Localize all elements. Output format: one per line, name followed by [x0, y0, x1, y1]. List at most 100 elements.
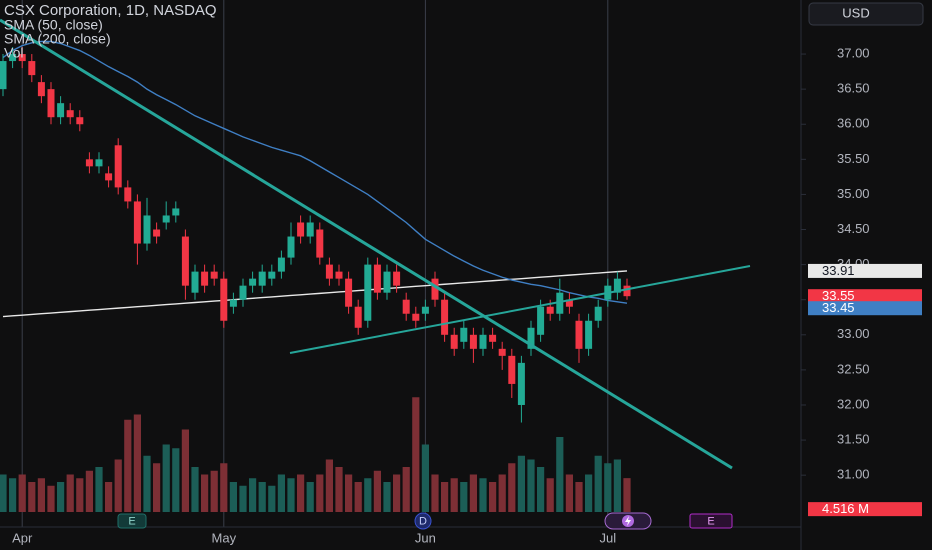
candle-body — [133, 201, 141, 244]
x-tick-label: Apr — [12, 530, 33, 545]
volume-bar — [124, 419, 132, 512]
volume-bar — [354, 482, 362, 512]
candle-body — [479, 334, 487, 349]
volume-bar — [431, 474, 439, 512]
volume-bar — [537, 467, 545, 512]
volume-bar — [527, 459, 535, 512]
event-label: E — [128, 515, 135, 527]
volume-bar — [220, 463, 228, 512]
candle-body — [210, 271, 218, 279]
volume-bar — [85, 470, 93, 512]
volume-tag — [808, 502, 922, 517]
y-tick-label: 32.50 — [837, 361, 870, 376]
candle-body — [546, 306, 554, 314]
volume-bar — [229, 482, 237, 512]
candle-body — [623, 285, 631, 297]
price-tag — [808, 301, 922, 316]
candle-body — [143, 215, 151, 244]
candle-body — [124, 187, 132, 202]
candle-body — [460, 327, 468, 342]
candle-body — [585, 320, 593, 349]
y-tick-label: 31.50 — [837, 432, 870, 447]
volume-bar — [421, 444, 429, 512]
volume-bar — [181, 429, 189, 512]
candle-body — [373, 264, 381, 293]
currency-label: USD — [842, 5, 869, 20]
indicator-label: SMA (50, close) — [4, 17, 103, 33]
volume-bar — [412, 397, 420, 512]
volume-bar — [9, 478, 17, 512]
candle-body — [594, 306, 602, 321]
volume-bar — [47, 485, 55, 512]
volume-bar — [565, 474, 573, 512]
volume-bar — [66, 474, 74, 512]
candle-body — [220, 278, 228, 321]
volume-bar — [594, 455, 602, 512]
volume-bar — [556, 437, 564, 512]
volume-bar — [441, 482, 449, 512]
trend-line — [289, 265, 751, 354]
candle-body — [489, 334, 497, 342]
volume-bar — [0, 474, 7, 512]
candle-body — [37, 82, 45, 97]
volume-bar — [479, 478, 487, 512]
volume-bar — [239, 485, 247, 512]
y-tick-label: 32.00 — [837, 396, 870, 411]
volume-bar — [297, 474, 305, 512]
event-badge[interactable] — [604, 512, 652, 530]
candle-body — [172, 208, 180, 216]
volume-bar — [469, 474, 477, 512]
volume-bar — [373, 470, 381, 512]
x-tick-label: Jul — [599, 530, 616, 545]
candle-body — [28, 61, 36, 76]
volume-bar — [613, 459, 621, 512]
indicator-label: SMA (200, close) — [4, 31, 111, 47]
x-tick-label: May — [212, 530, 237, 545]
event-badge[interactable]: E — [689, 513, 733, 529]
y-tick-label: 36.00 — [837, 116, 870, 131]
volume-bar — [508, 463, 516, 512]
indicator-label: Vol — [4, 45, 23, 61]
candle-body — [114, 145, 122, 188]
candle-body — [18, 54, 26, 62]
trend-line — [0, 18, 733, 470]
candle-body — [565, 299, 573, 307]
candle-body — [469, 334, 477, 349]
volume-bar — [28, 482, 36, 512]
chart-title: CSX Corporation, 1D, NASDAQ — [4, 2, 217, 19]
volume-bar — [249, 478, 257, 512]
volume-bar — [287, 478, 295, 512]
candle-body — [287, 236, 295, 258]
candle-body — [393, 271, 401, 286]
candle-body — [527, 327, 535, 349]
candle-body — [239, 285, 247, 300]
candle-body — [297, 222, 305, 237]
volume-bar — [623, 478, 631, 512]
volume-bar — [364, 478, 372, 512]
price-tag — [808, 289, 922, 304]
candle-body — [508, 355, 516, 384]
volume-tag-label: 4.516 M — [822, 501, 869, 516]
y-tick-label: 35.50 — [837, 151, 870, 166]
candle-body — [354, 306, 362, 328]
candle-body — [306, 222, 314, 237]
event-badge[interactable]: E — [117, 513, 147, 529]
currency-button[interactable] — [808, 2, 924, 26]
volume-bar — [210, 470, 218, 512]
volume-bar — [306, 482, 314, 512]
sma-line — [2, 40, 628, 304]
volume-bar — [76, 478, 84, 512]
candle-body — [441, 299, 449, 335]
event-badge[interactable]: D — [414, 512, 432, 530]
volume-bar — [393, 474, 401, 512]
price-tag-label: 33.45 — [822, 300, 855, 315]
candle-body — [412, 313, 420, 321]
volume-bar — [114, 459, 122, 512]
candle-body — [402, 299, 410, 314]
volume-bar — [383, 482, 391, 512]
volume-bar — [402, 467, 410, 512]
candle-body — [537, 306, 545, 335]
